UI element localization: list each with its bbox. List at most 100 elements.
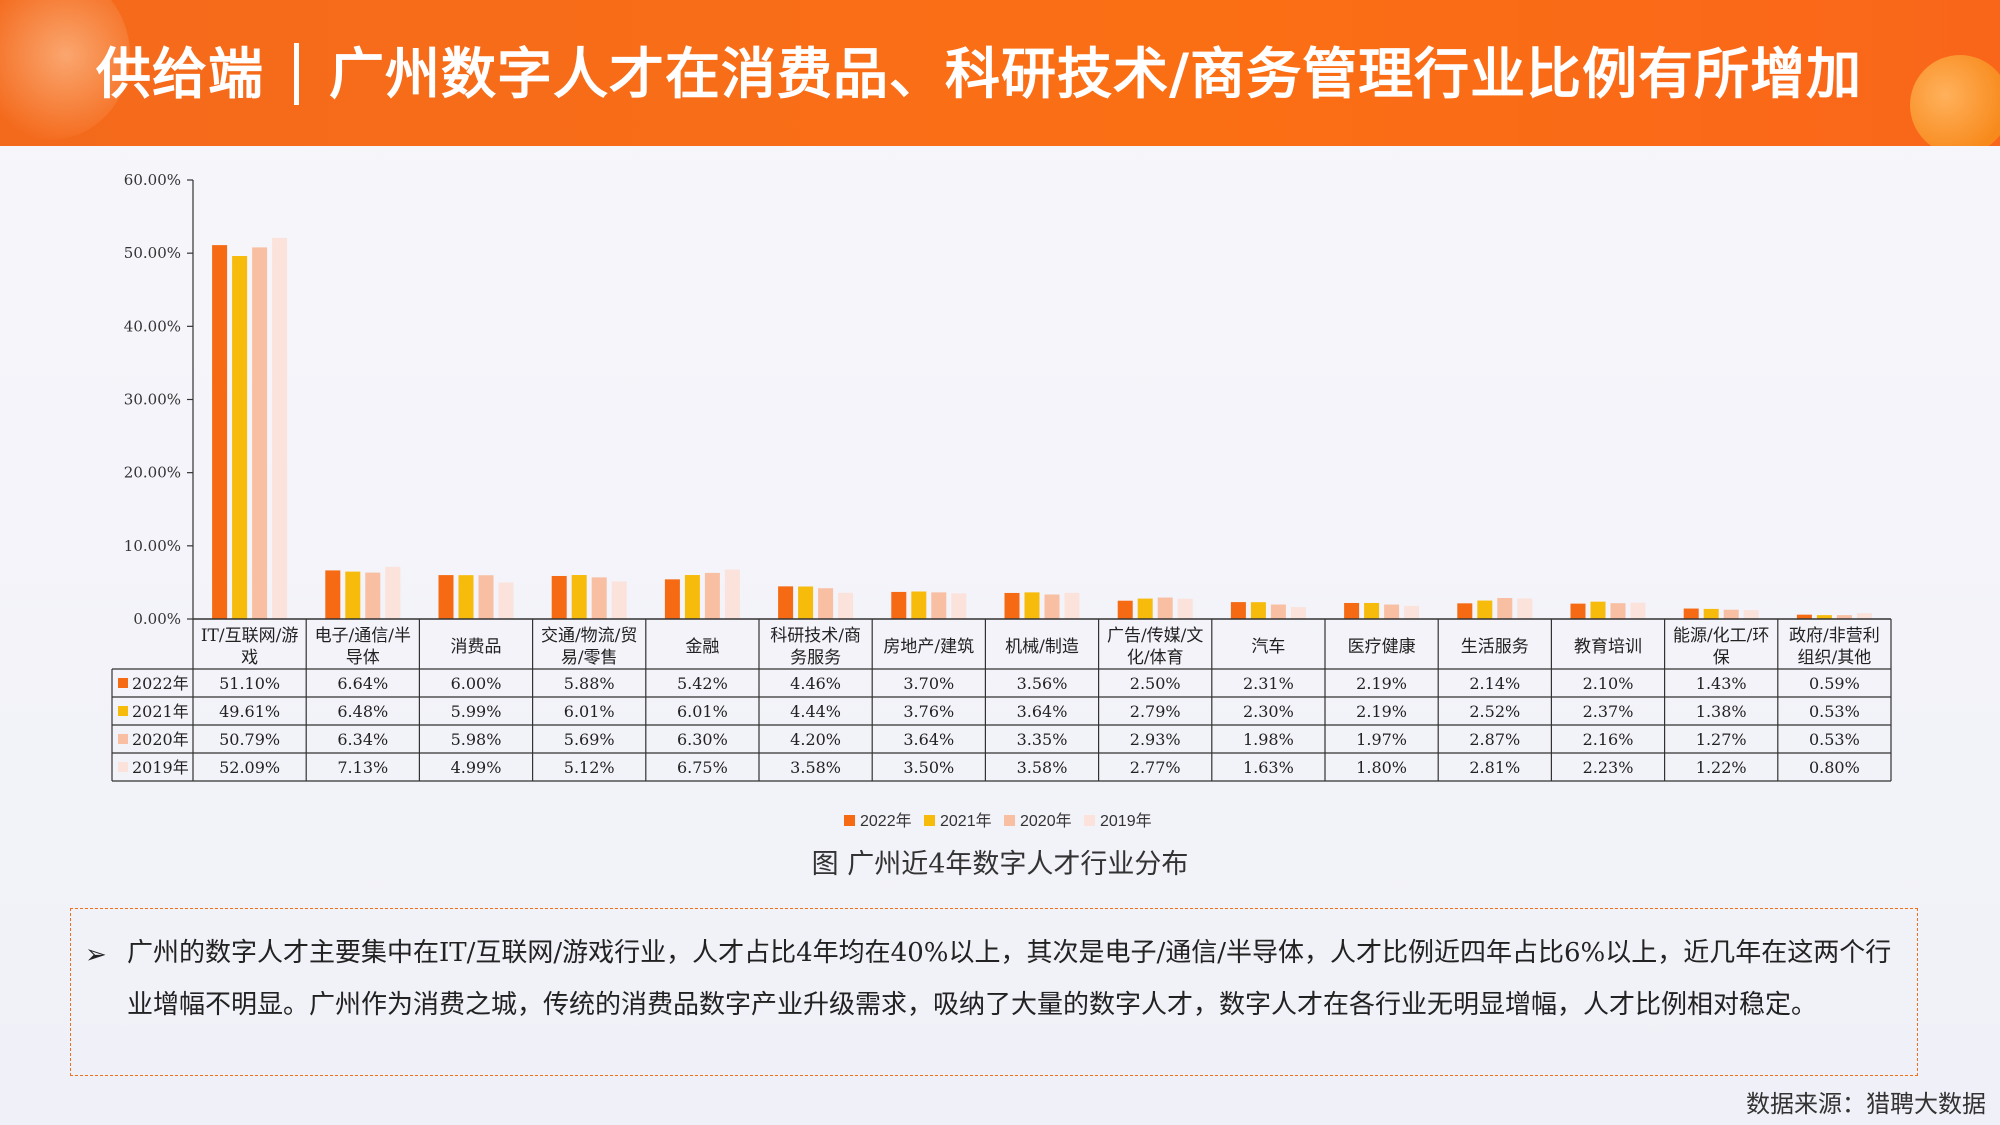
bar xyxy=(1703,608,1719,619)
bullet-arrow-icon: ➢ xyxy=(85,940,107,970)
table-cell-value: 0.53% xyxy=(1809,730,1860,749)
bar xyxy=(1044,594,1060,619)
table-cell-value: 2.37% xyxy=(1583,702,1634,721)
y-tick-label: 20.00% xyxy=(124,464,181,482)
page-title: 供给端 广州数字人才在消费品、科研技术/商务管理行业比例有所增加 xyxy=(96,26,1862,122)
table-cell-value: 4.20% xyxy=(790,730,841,749)
bar xyxy=(911,591,927,619)
category-label: 科研技术/商 xyxy=(770,626,861,646)
table-cell-value: 1.22% xyxy=(1696,758,1747,777)
bar xyxy=(1384,604,1400,619)
bar xyxy=(345,571,361,619)
table-cell-value: 3.58% xyxy=(790,758,841,777)
bar xyxy=(1270,604,1286,619)
bar xyxy=(1250,602,1266,619)
table-cell-value: 6.48% xyxy=(337,702,388,721)
category-label: 医疗健康 xyxy=(1348,637,1416,657)
bar xyxy=(438,575,454,619)
table-cell-value: 51.10% xyxy=(219,674,280,693)
bar xyxy=(1743,610,1759,619)
bar xyxy=(1796,614,1812,619)
title-right: 广州数字人才在消费品、科研技术/商务管理行业比例有所增加 xyxy=(329,42,1863,106)
bar xyxy=(778,586,794,619)
y-tick-label: 50.00% xyxy=(124,244,181,262)
y-tick-label: 60.00% xyxy=(124,171,181,189)
bar xyxy=(1004,592,1020,619)
table-cell-value: 2.16% xyxy=(1583,730,1634,749)
chart-caption: 图 广州近4年数字人才行业分布 xyxy=(811,849,1189,880)
table-cell-value: 2.52% xyxy=(1469,702,1520,721)
table-cell-value: 2.31% xyxy=(1243,674,1294,693)
bar xyxy=(272,237,288,620)
table-cell-value: 6.64% xyxy=(337,674,388,693)
summary-note-box: ➢ 广州的数字人才主要集中在IT/互联网/游戏行业，人才占比4年均在40%以上，… xyxy=(70,908,1918,1076)
table-cell-value: 2.23% xyxy=(1583,758,1634,777)
legend-swatch xyxy=(924,815,935,826)
table-cell-value: 0.59% xyxy=(1809,674,1860,693)
category-label: 消费品 xyxy=(451,637,502,657)
bar xyxy=(1590,601,1606,619)
legend-key-swatch xyxy=(118,762,128,772)
table-cell-value: 1.97% xyxy=(1356,730,1407,749)
table-cell-value: 6.30% xyxy=(677,730,728,749)
bar xyxy=(385,566,401,619)
bar xyxy=(818,588,834,619)
table-cell-value: 3.50% xyxy=(903,758,954,777)
legend-swatch xyxy=(1004,815,1015,826)
bar xyxy=(891,591,907,619)
bar xyxy=(571,575,587,619)
bar xyxy=(498,582,514,619)
bar xyxy=(1064,592,1080,619)
table-cell-value: 50.79% xyxy=(219,730,280,749)
title-left: 供给端 xyxy=(96,42,265,106)
bar xyxy=(252,247,268,619)
bar xyxy=(1117,600,1133,619)
table-cell-value: 5.42% xyxy=(677,674,728,693)
legend-swatch xyxy=(1084,815,1095,826)
table-cell-value: 3.64% xyxy=(903,730,954,749)
table-cell-value: 4.46% xyxy=(790,674,841,693)
bar xyxy=(1816,615,1832,619)
bar xyxy=(1177,598,1193,619)
bar xyxy=(1497,598,1513,619)
summary-note-text: 广州的数字人才主要集中在IT/互联网/游戏行业，人才占比4年均在40%以上，其次… xyxy=(127,938,1892,1020)
bar xyxy=(664,579,680,619)
category-label: 房地产/建筑 xyxy=(883,637,974,657)
bar xyxy=(798,586,814,619)
table-cell-value: 4.99% xyxy=(451,758,502,777)
legend-key-swatch xyxy=(118,706,128,716)
table-cell-value: 2.14% xyxy=(1469,674,1520,693)
bar xyxy=(704,572,720,619)
category-label: 化/体育 xyxy=(1127,648,1184,668)
category-label: 广告/传媒/文 xyxy=(1107,626,1203,646)
bar xyxy=(1477,600,1493,619)
table-cell-value: 2.50% xyxy=(1130,674,1181,693)
category-label: IT/互联网/游 xyxy=(201,626,299,646)
table-cell-value: 0.80% xyxy=(1809,758,1860,777)
table-cell-value: 52.09% xyxy=(219,758,280,777)
table-cell-value: 2.10% xyxy=(1583,674,1634,693)
legend-label: 2021年 xyxy=(940,812,992,830)
table-cell-value: 1.27% xyxy=(1696,730,1747,749)
bar xyxy=(1364,602,1380,619)
category-label: 能源/化工/环 xyxy=(1673,626,1769,646)
bar xyxy=(838,592,854,619)
series-row-label: 2021年 xyxy=(132,702,189,721)
bar xyxy=(591,577,607,619)
table-cell-value: 2.81% xyxy=(1469,758,1520,777)
legend-key-swatch xyxy=(118,734,128,744)
bar xyxy=(1683,608,1699,619)
table-cell-value: 6.34% xyxy=(337,730,388,749)
bar-chart: 0.00% 10.00% 20.00% 30.00% 40.00% 50.00% 60.00… xyxy=(111,171,1892,830)
y-tick-label: 0.00% xyxy=(133,610,181,628)
bar xyxy=(1157,597,1173,619)
table-cell-value: 1.98% xyxy=(1243,730,1294,749)
bar xyxy=(931,592,947,619)
bar xyxy=(365,572,381,619)
y-tick-label: 30.00% xyxy=(124,391,181,409)
bar xyxy=(1457,603,1473,619)
legend-label: 2022年 xyxy=(860,812,912,830)
bar xyxy=(1723,609,1739,619)
table-cell-value: 5.88% xyxy=(564,674,615,693)
category-label: 戏 xyxy=(241,648,258,668)
